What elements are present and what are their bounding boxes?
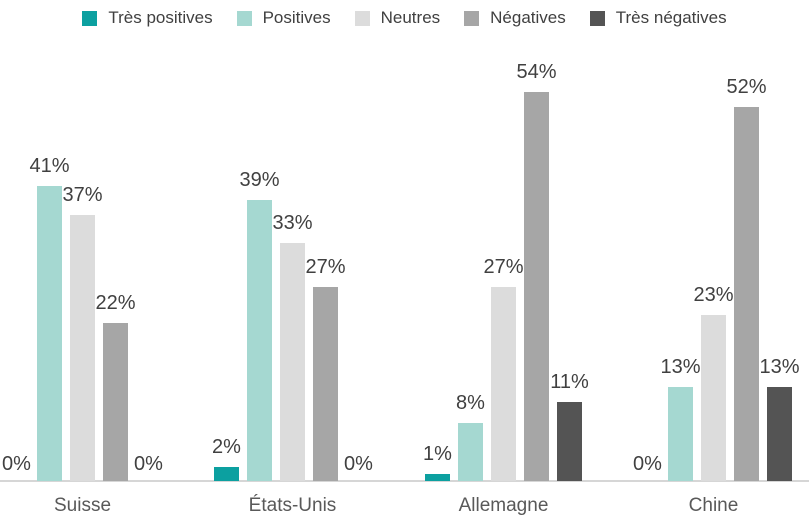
plot-area: 0% 41% 37% 22% 0% 2% 39% 33% 27% 0% 1% 8% 27% 54% 11% 0… (0, 0, 809, 482)
category-label-etats-unis: États-Unis (248, 495, 337, 516)
bar-suisse-positives[interactable] (37, 186, 62, 481)
bar-allemagne-positives[interactable] (458, 423, 483, 481)
bar-slot-etats-unis-tres-negatives: 0% (344, 0, 373, 481)
legend-swatch-icon (589, 10, 605, 26)
bar-slot-chine-tres-positives: 0% (633, 0, 662, 481)
bar-slot-allemagne-tres-negatives: 11% (550, 0, 589, 481)
bar-allemagne-neutres[interactable] (491, 287, 516, 481)
value-label: 13% (660, 356, 701, 378)
bar-slot-etats-unis-positives: 39% (239, 0, 280, 481)
bar-chine-positives[interactable] (668, 387, 693, 481)
value-label: 52% (726, 76, 767, 98)
bar-slot-chine-tres-negatives: 13% (759, 0, 800, 481)
value-label: 13% (759, 356, 800, 378)
value-label: 0% (134, 453, 163, 475)
bar-slot-suisse-neutres: 37% (62, 0, 103, 481)
bar-group-suisse: 0% 41% 37% 22% 0% (2, 0, 163, 481)
bar-slot-etats-unis-neutres: 33% (272, 0, 313, 481)
bar-etats-unis-neutres[interactable] (280, 243, 305, 481)
legend-label: Négatives (490, 8, 566, 27)
legend-item-tres-positives[interactable]: Très positives (82, 8, 213, 28)
value-label: 39% (239, 169, 280, 191)
bar-group-chine: 0% 13% 23% 52% 13% (633, 0, 800, 481)
bar-slot-suisse-tres-positives: 0% (2, 0, 31, 481)
bar-suisse-neutres[interactable] (70, 215, 95, 481)
bar-slot-allemagne-tres-positives: 1% (423, 0, 452, 481)
value-label: 33% (272, 212, 313, 234)
bar-allemagne-negatives[interactable] (524, 92, 549, 481)
legend-label: Très positives (108, 8, 213, 27)
legend-swatch-icon (354, 10, 370, 26)
value-label: 0% (344, 453, 373, 475)
value-label: 54% (516, 61, 557, 83)
bar-chine-tres-negatives[interactable] (767, 387, 792, 481)
value-label: 27% (483, 256, 524, 278)
bar-slot-chine-positives: 13% (660, 0, 701, 481)
bar-slot-suisse-negatives: 22% (95, 0, 136, 481)
value-label: 23% (693, 284, 734, 306)
x-axis-line (0, 480, 809, 482)
legend-swatch-icon (82, 10, 98, 26)
legend-item-tres-negatives[interactable]: Très négatives (589, 8, 727, 28)
value-label: 0% (633, 453, 662, 475)
value-label: 27% (305, 256, 346, 278)
value-label: 37% (62, 184, 103, 206)
bar-suisse-negatives[interactable] (103, 323, 128, 481)
legend-swatch-icon (464, 10, 480, 26)
bar-etats-unis-tres-positives[interactable] (214, 467, 239, 481)
bar-slot-suisse-positives: 41% (29, 0, 70, 481)
value-label: 2% (212, 436, 241, 458)
bar-slot-allemagne-neutres: 27% (483, 0, 524, 481)
bar-slot-suisse-tres-negatives: 0% (134, 0, 163, 481)
legend-label: Positives (262, 8, 331, 27)
legend-item-neutres[interactable]: Neutres (354, 8, 441, 28)
bar-slot-allemagne-positives: 8% (456, 0, 485, 481)
category-label-allemagne: Allemagne (458, 495, 549, 516)
legend-label: Très négatives (615, 8, 727, 27)
bar-allemagne-tres-positives[interactable] (425, 474, 450, 481)
legend-swatch-icon (236, 10, 252, 26)
category-label-suisse: Suisse (53, 495, 112, 516)
legend-label: Neutres (380, 8, 441, 27)
bar-etats-unis-negatives[interactable] (313, 287, 338, 481)
value-label: 22% (95, 292, 136, 314)
bar-slot-chine-negatives: 52% (726, 0, 767, 481)
bar-etats-unis-positives[interactable] (247, 200, 272, 481)
value-label: 8% (456, 392, 485, 414)
bar-slot-etats-unis-tres-positives: 2% (212, 0, 241, 481)
value-label: 1% (423, 443, 452, 465)
category-label-chine: Chine (688, 495, 739, 516)
value-label: 41% (29, 155, 70, 177)
bar-group-etats-unis: 2% 39% 33% 27% 0% (212, 0, 373, 481)
bar-allemagne-tres-negatives[interactable] (557, 402, 582, 481)
value-label: 11% (550, 371, 589, 393)
bar-slot-allemagne-negatives: 54% (516, 0, 557, 481)
legend-item-positives[interactable]: Positives (236, 8, 331, 28)
chart-legend: Très positives Positives Neutres Négatives T… (0, 8, 809, 28)
bar-chine-negatives[interactable] (734, 107, 759, 481)
bar-group-allemagne: 1% 8% 27% 54% 11% (423, 0, 589, 481)
bar-slot-chine-neutres: 23% (693, 0, 734, 481)
bar-slot-etats-unis-negatives: 27% (305, 0, 346, 481)
legend-item-negatives[interactable]: Négatives (464, 8, 566, 28)
value-label: 0% (2, 453, 31, 475)
bar-chine-neutres[interactable] (701, 315, 726, 481)
